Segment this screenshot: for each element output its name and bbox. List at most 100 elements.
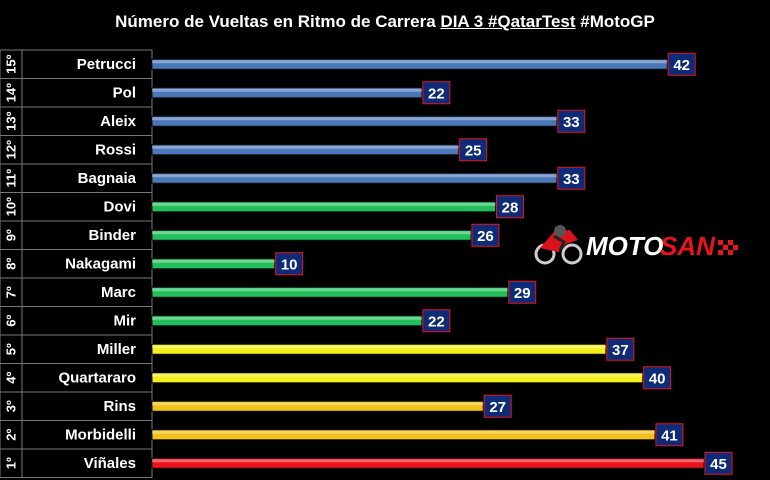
bar [151,58,668,70]
data-label-box [483,394,512,418]
position-label: 13º [4,111,19,130]
category-label: Nakagami [65,255,136,272]
data-label-box [471,223,500,247]
data-label-box [422,309,451,333]
bar [151,429,656,441]
bar-highlight [152,373,643,377]
bar-highlight [152,259,275,263]
category-label: Pol [113,84,136,101]
position-label: 14º [4,83,19,102]
data-label: 33 [563,171,580,188]
bar-highlight [152,459,704,463]
position-label: 12º [4,140,19,159]
category-label: Rins [103,398,136,415]
bar-highlight [152,345,606,349]
category-label: Miller [97,341,136,358]
data-label: 22 [428,313,445,330]
data-label-box [557,166,586,190]
bar-highlight [152,288,508,292]
position-label: 7º [4,286,19,298]
bar [151,229,472,241]
position-label: 6º [4,315,19,327]
category-label: Aleix [100,113,137,130]
title-suffix: #MotoGP [575,12,655,31]
data-label-box [704,451,733,475]
bar [151,172,558,184]
data-label: 41 [661,427,678,444]
bar-highlight [152,402,484,406]
category-label: Marc [101,284,136,301]
bar [151,258,276,270]
position-label: 2º [4,429,19,441]
bar [151,286,509,298]
data-label: 28 [502,199,519,216]
motosan-logo: MOTO SAN [534,225,738,265]
data-label-box [667,52,696,76]
position-label: 8º [4,258,19,270]
title-underlined: DIA 3 #QatarTest [440,12,576,31]
category-label: Morbidelli [65,426,136,443]
bar-highlight [152,174,557,178]
data-label-box [508,280,537,304]
category-label: Bagnaia [78,170,137,187]
data-label-box [643,366,672,390]
checkered-flag-icon [718,240,738,255]
motorbike-icon [534,225,583,265]
data-label: 42 [673,57,690,74]
category-label: Binder [88,227,136,244]
bar [151,87,423,99]
data-label-box [275,252,304,276]
position-label: 11º [4,169,19,188]
data-label-box [495,195,524,219]
logo-text-moto: MOTO [586,231,664,261]
data-label: 45 [710,456,727,473]
data-label: 10 [281,256,298,273]
data-label: 33 [563,114,580,131]
data-label: 29 [514,285,531,302]
data-label-box [557,109,586,133]
bar [151,115,558,127]
category-label: Quartararo [58,369,136,386]
bar [151,400,484,412]
position-label: 5º [4,343,19,355]
bar-highlight [152,231,471,235]
bar-highlight [152,202,496,206]
position-label: 10º [4,197,19,216]
position-label: 9º [4,229,19,241]
bar-highlight [152,88,422,92]
category-label: Rossi [95,141,136,158]
data-label: 22 [428,85,445,102]
logo-text-san: SAN [660,231,716,261]
category-label: Dovi [103,198,136,215]
position-label: 4º [4,372,19,384]
data-label-box [459,138,488,162]
bar [151,201,496,213]
bar-highlight [152,60,668,64]
bar [151,315,423,327]
bar-highlight [152,117,557,121]
data-label-box [606,337,635,361]
position-label: 1º [4,457,19,469]
position-label: 15º [4,54,19,73]
category-label: Mir [114,312,137,329]
data-label-box [422,81,451,105]
bar [151,144,460,156]
data-label: 26 [477,228,494,245]
bar-highlight [152,145,459,149]
data-label: 40 [649,370,666,387]
bar [151,372,644,384]
bar [151,457,705,469]
category-label: Petrucci [77,56,136,73]
bar-highlight [152,316,422,320]
data-label-box [655,423,684,447]
title-prefix: Número de Vueltas en Ritmo de Carrera [115,12,441,31]
data-label: 27 [489,399,506,416]
chart-title: Número de Vueltas en Ritmo de Carrera DI… [0,8,770,36]
category-label: Viñales [84,455,136,472]
bar-highlight [152,430,655,434]
bar [151,343,607,355]
position-label: 3º [4,400,19,412]
data-label: 37 [612,342,629,359]
data-label: 25 [465,142,482,159]
